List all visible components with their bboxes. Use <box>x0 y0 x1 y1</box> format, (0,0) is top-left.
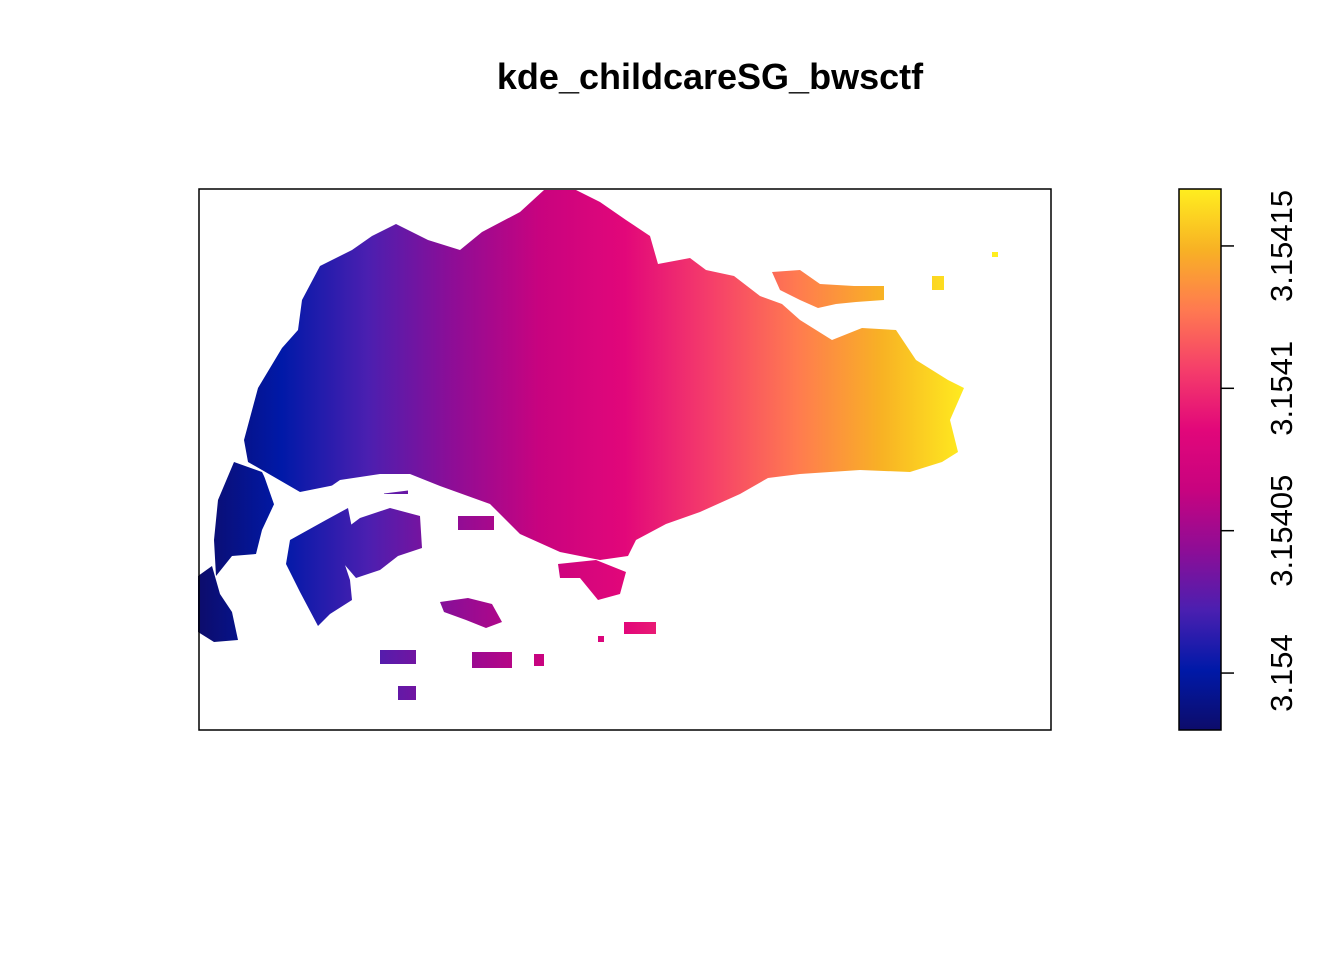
island-south-3 <box>472 652 512 668</box>
island-south-1 <box>440 598 502 628</box>
island-tiny-east <box>992 252 998 257</box>
colorbar <box>1179 189 1221 730</box>
density-raster <box>198 190 998 700</box>
southwest-tip <box>198 566 238 642</box>
island-far-east <box>932 276 944 290</box>
islet-b <box>458 516 494 530</box>
island-south-6 <box>624 622 656 634</box>
colorbar-tick-label-3: 3.15415 <box>1264 190 1299 302</box>
colorbar-tick-label-2: 3.1541 <box>1264 341 1299 436</box>
mainland-region <box>244 190 964 560</box>
island-northeast <box>772 270 884 308</box>
island-south-5 <box>534 654 544 666</box>
island-south-4 <box>398 686 416 700</box>
colorbar-tick-label-0: 3.154 <box>1264 634 1299 712</box>
colorbar-tick-label-1: 3.15405 <box>1264 475 1299 587</box>
island-south-2 <box>380 650 416 664</box>
island-south-7 <box>598 636 604 642</box>
sentosa-island <box>558 560 626 600</box>
